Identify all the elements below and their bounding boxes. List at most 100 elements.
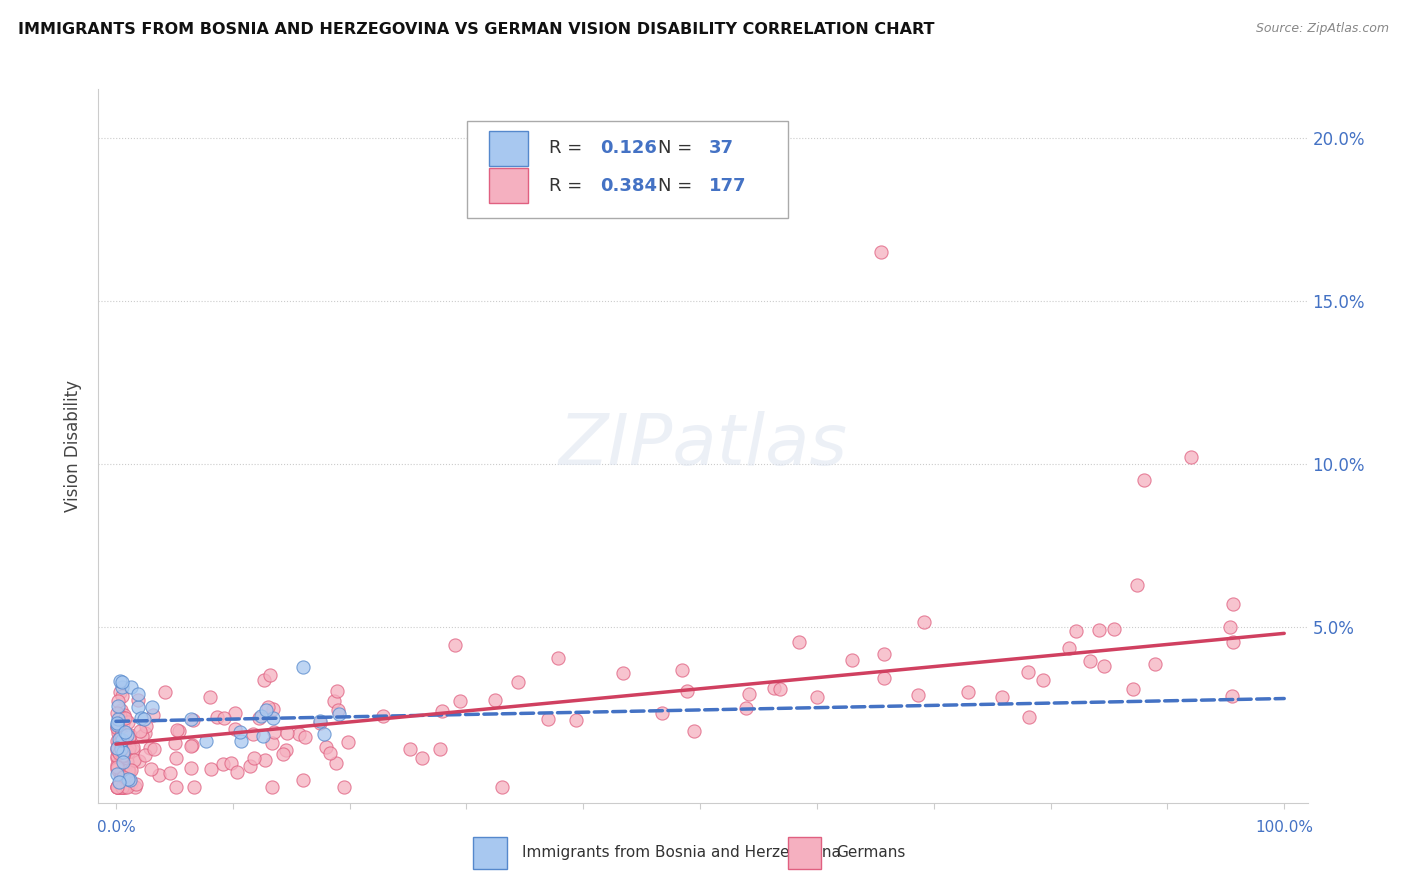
- Point: [131, 729, 153, 743]
- Point: [105, 760, 128, 774]
- Point: [107, 713, 129, 727]
- Point: [118, 764, 141, 778]
- Point: [124, 780, 146, 794]
- Point: [484, 692, 506, 706]
- Point: [325, 756, 347, 771]
- Point: [118, 728, 141, 742]
- Point: [1017, 665, 1039, 679]
- Text: N =: N =: [658, 177, 699, 194]
- Point: [141, 699, 163, 714]
- Point: [205, 710, 228, 724]
- Point: [107, 780, 129, 794]
- Point: [121, 743, 143, 757]
- Point: [110, 770, 132, 784]
- Point: [1102, 622, 1125, 636]
- Point: [565, 713, 588, 727]
- Point: [398, 742, 420, 756]
- Point: [110, 770, 132, 784]
- Point: [118, 731, 141, 745]
- Point: [141, 763, 163, 777]
- Point: [111, 780, 134, 794]
- Point: [108, 775, 131, 789]
- Point: [276, 726, 298, 740]
- Point: [873, 647, 896, 661]
- Point: [105, 706, 128, 720]
- Point: [224, 722, 246, 736]
- Point: [198, 690, 221, 705]
- Point: [181, 738, 204, 752]
- Point: [117, 764, 139, 778]
- Point: [105, 780, 128, 794]
- Point: [212, 710, 235, 724]
- Point: [239, 759, 262, 773]
- Point: [165, 780, 187, 794]
- Point: [120, 763, 142, 777]
- Point: [411, 750, 433, 764]
- Point: [105, 718, 128, 732]
- Point: [294, 731, 316, 745]
- Point: [675, 684, 697, 698]
- Point: [108, 719, 131, 733]
- Point: [1057, 641, 1080, 656]
- Point: [200, 762, 222, 776]
- Point: [219, 756, 242, 770]
- Point: [292, 660, 315, 674]
- Point: [314, 726, 336, 740]
- Point: [612, 666, 634, 681]
- Text: 0.384: 0.384: [600, 177, 657, 194]
- Point: [111, 732, 134, 747]
- Point: [115, 780, 138, 794]
- Point: [956, 685, 979, 699]
- Point: [165, 736, 187, 750]
- Point: [537, 712, 560, 726]
- Point: [257, 700, 280, 714]
- Point: [107, 714, 129, 729]
- Point: [105, 733, 128, 747]
- Point: [337, 735, 360, 749]
- Point: [242, 727, 264, 741]
- Point: [129, 711, 152, 725]
- Point: [108, 747, 131, 762]
- Point: [108, 780, 131, 794]
- Text: ZIPatlas: ZIPatlas: [558, 411, 848, 481]
- Point: [132, 712, 155, 726]
- Point: [315, 740, 337, 755]
- Point: [112, 780, 135, 794]
- Point: [107, 780, 129, 794]
- Point: [112, 755, 135, 769]
- Point: [142, 707, 165, 722]
- Point: [763, 681, 786, 696]
- Point: [429, 742, 451, 756]
- Point: [907, 688, 929, 702]
- Point: [250, 708, 273, 723]
- Point: [139, 741, 162, 756]
- Point: [110, 703, 132, 717]
- Point: [159, 766, 181, 780]
- Point: [180, 739, 202, 753]
- Point: [449, 693, 471, 707]
- Y-axis label: Vision Disability: Vision Disability: [65, 380, 83, 512]
- Point: [105, 715, 128, 730]
- Point: [108, 684, 131, 698]
- Point: [105, 750, 128, 764]
- Point: [769, 682, 792, 697]
- Point: [287, 727, 309, 741]
- Point: [371, 709, 394, 723]
- Point: [108, 748, 131, 763]
- Point: [318, 746, 340, 760]
- Point: [1180, 450, 1202, 465]
- Point: [491, 780, 513, 794]
- Point: [271, 747, 294, 761]
- Point: [651, 706, 673, 720]
- Point: [1219, 620, 1241, 634]
- Point: [326, 683, 349, 698]
- Point: [127, 692, 149, 706]
- Point: [112, 707, 135, 722]
- Point: [912, 615, 935, 629]
- Point: [787, 634, 810, 648]
- Point: [166, 723, 188, 738]
- Point: [107, 698, 129, 713]
- Point: [114, 762, 136, 776]
- Point: [105, 780, 128, 794]
- Point: [114, 746, 136, 760]
